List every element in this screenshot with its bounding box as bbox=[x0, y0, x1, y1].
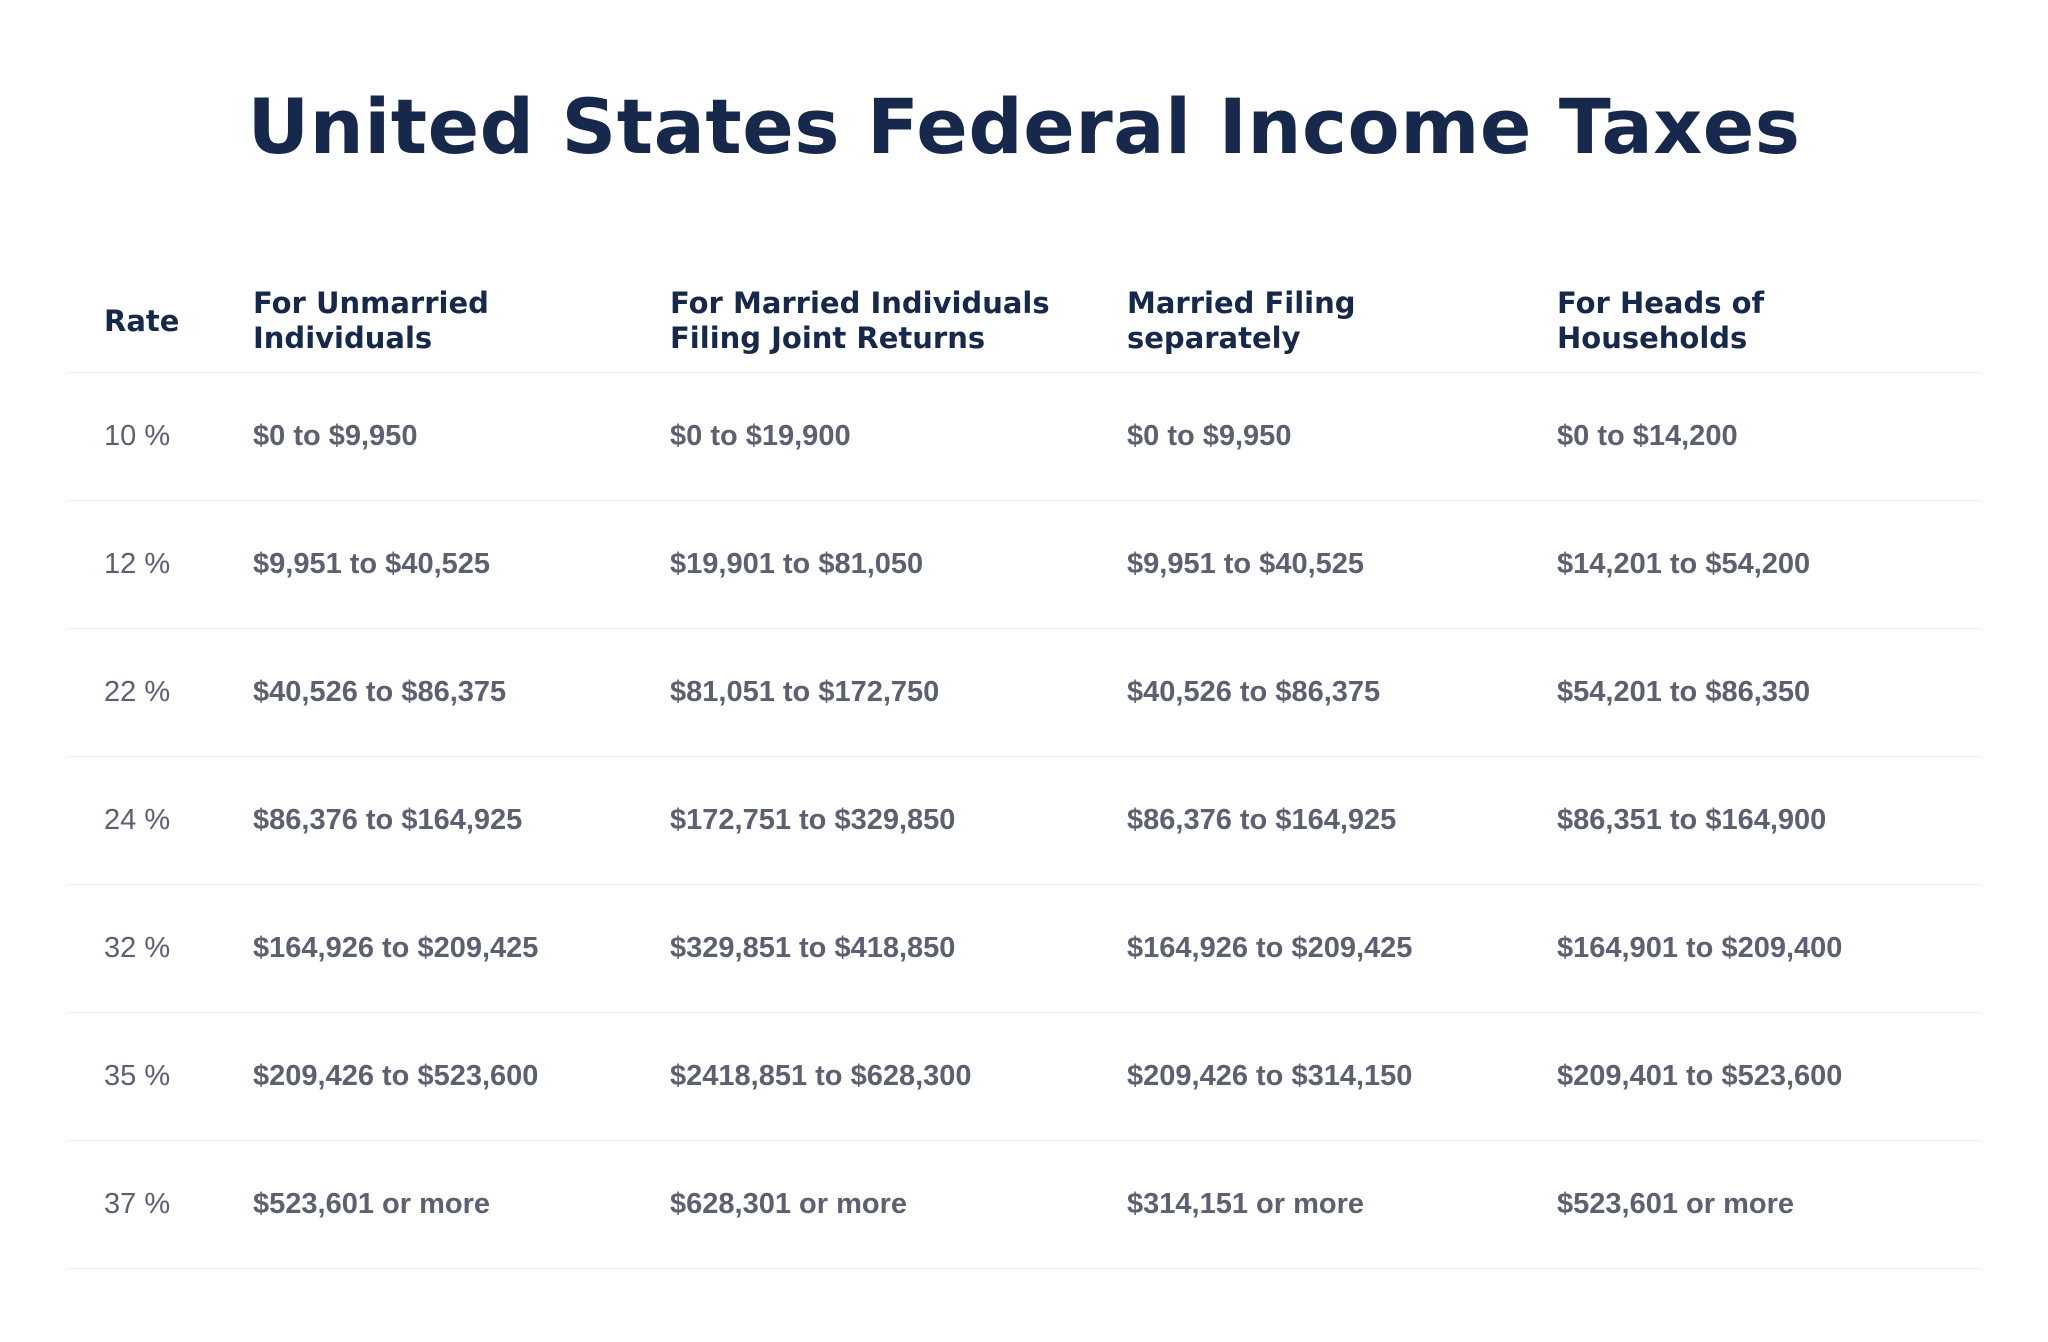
married-separately-cell: $314,151 or more bbox=[1127, 1140, 1557, 1269]
table-body: 10 % $0 to $9,950 $0 to $19,900 $0 to $9… bbox=[68, 372, 1980, 1269]
married-separately-cell: $40,526 to $86,375 bbox=[1127, 628, 1557, 757]
table-row: 32 % $164,926 to $209,425 $329,851 to $4… bbox=[68, 884, 1980, 1013]
unmarried-cell: $40,526 to $86,375 bbox=[253, 628, 670, 757]
header-line: For Unmarried bbox=[253, 286, 489, 320]
header-line: Rate bbox=[104, 303, 180, 338]
rate-cell: 35 % bbox=[68, 1012, 253, 1141]
unmarried-cell: $9,951 to $40,525 bbox=[253, 500, 670, 629]
table-row: 12 % $9,951 to $40,525 $19,901 to $81,05… bbox=[68, 500, 1980, 629]
heads-of-households-cell: $164,901 to $209,400 bbox=[1557, 884, 1980, 1013]
married-joint-cell: $19,901 to $81,050 bbox=[670, 500, 1127, 629]
table-header: Rate For Unmarried Individuals For Marri… bbox=[68, 270, 1980, 373]
married-joint-cell: $329,851 to $418,850 bbox=[670, 884, 1127, 1013]
married-separately-cell: $164,926 to $209,425 bbox=[1127, 884, 1557, 1013]
unmarried-cell: $0 to $9,950 bbox=[253, 372, 670, 501]
header-line: Married Filing bbox=[1127, 286, 1356, 320]
page-title: United States Federal Income Taxes bbox=[247, 82, 1801, 171]
heads-of-households-cell: $86,351 to $164,900 bbox=[1557, 756, 1980, 885]
married-separately-cell: $9,951 to $40,525 bbox=[1127, 500, 1557, 629]
heads-of-households-cell: $523,601 or more bbox=[1557, 1140, 1980, 1269]
heads-of-households-cell: $54,201 to $86,350 bbox=[1557, 628, 1980, 757]
married-separately-cell: $209,426 to $314,150 bbox=[1127, 1012, 1557, 1141]
unmarried-cell: $164,926 to $209,425 bbox=[253, 884, 670, 1013]
rate-cell: 24 % bbox=[68, 756, 253, 885]
header-row: Rate For Unmarried Individuals For Marri… bbox=[68, 270, 1980, 373]
rate-cell: 32 % bbox=[68, 884, 253, 1013]
married-separately-cell: $86,376 to $164,925 bbox=[1127, 756, 1557, 885]
header-line: Individuals bbox=[253, 321, 433, 355]
header-line: separately bbox=[1127, 321, 1301, 355]
tax-brackets-table: Rate For Unmarried Individuals For Marri… bbox=[68, 270, 1980, 1269]
table-row: 22 % $40,526 to $86,375 $81,051 to $172,… bbox=[68, 628, 1980, 757]
married-joint-cell: $0 to $19,900 bbox=[670, 372, 1127, 501]
married-joint-cell: $2418,851 to $628,300 bbox=[670, 1012, 1127, 1141]
header-rate: Rate bbox=[68, 270, 253, 373]
header-heads-of-households: For Heads of Households bbox=[1557, 270, 1980, 373]
header-married-separately: Married Filing separately bbox=[1127, 270, 1557, 373]
rate-cell: 10 % bbox=[68, 372, 253, 501]
tax-brackets-table-container: Rate For Unmarried Individuals For Marri… bbox=[68, 270, 1980, 1269]
header-line: Households bbox=[1557, 321, 1748, 355]
unmarried-cell: $209,426 to $523,600 bbox=[253, 1012, 670, 1141]
heads-of-households-cell: $209,401 to $523,600 bbox=[1557, 1012, 1980, 1141]
married-separately-cell: $0 to $9,950 bbox=[1127, 372, 1557, 501]
heads-of-households-cell: $0 to $14,200 bbox=[1557, 372, 1980, 501]
table-row: 24 % $86,376 to $164,925 $172,751 to $32… bbox=[68, 756, 1980, 885]
married-joint-cell: $81,051 to $172,750 bbox=[670, 628, 1127, 757]
rate-cell: 12 % bbox=[68, 500, 253, 629]
header-married-joint: For Married Individuals Filing Joint Ret… bbox=[670, 270, 1127, 373]
table-row: 35 % $209,426 to $523,600 $2418,851 to $… bbox=[68, 1012, 1980, 1141]
header-line: For Married Individuals bbox=[670, 286, 1050, 320]
unmarried-cell: $86,376 to $164,925 bbox=[253, 756, 670, 885]
header-line: Filing Joint Returns bbox=[670, 321, 986, 355]
unmarried-cell: $523,601 or more bbox=[253, 1140, 670, 1269]
table-row: 10 % $0 to $9,950 $0 to $19,900 $0 to $9… bbox=[68, 372, 1980, 501]
header-unmarried-individuals: For Unmarried Individuals bbox=[253, 270, 670, 373]
married-joint-cell: $628,301 or more bbox=[670, 1140, 1127, 1269]
table-row: 37 % $523,601 or more $628,301 or more $… bbox=[68, 1140, 1980, 1269]
rate-cell: 22 % bbox=[68, 628, 253, 757]
married-joint-cell: $172,751 to $329,850 bbox=[670, 756, 1127, 885]
rate-cell: 37 % bbox=[68, 1140, 253, 1269]
header-line: For Heads of bbox=[1557, 286, 1765, 320]
heads-of-households-cell: $14,201 to $54,200 bbox=[1557, 500, 1980, 629]
